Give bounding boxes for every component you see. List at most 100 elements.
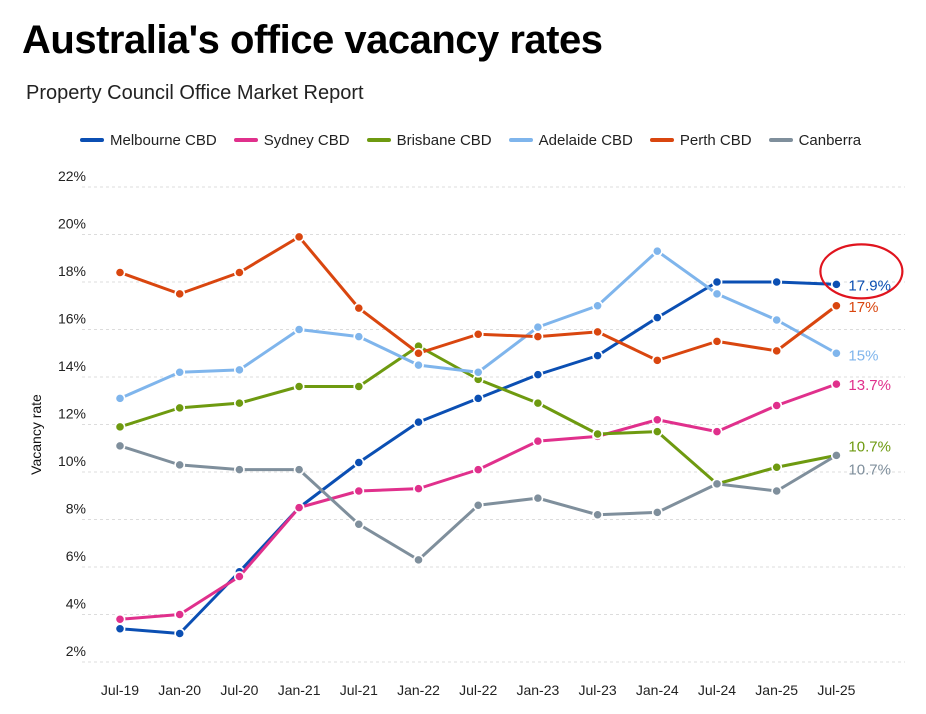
chart-title: Australia's office vacancy rates <box>22 18 603 62</box>
data-point <box>771 461 783 473</box>
legend-label: Sydney CBD <box>263 131 350 149</box>
data-point <box>831 300 842 312</box>
y-tick-label: 22% <box>58 168 86 184</box>
data-point <box>174 609 186 620</box>
data-point <box>831 278 842 290</box>
x-tick-label: Jul-23 <box>579 682 617 698</box>
end-value-label: 17% <box>848 299 878 316</box>
x-axis-ticks: Jul-19 Jan-20 Jul-20 Jan-21 Jul-21 Jan-22 Jul-… <box>101 682 856 698</box>
legend-swatch <box>649 138 674 142</box>
highlight-circle <box>819 243 904 300</box>
data-point <box>472 328 484 340</box>
x-tick-label: Jul-24 <box>698 682 736 698</box>
data-point <box>711 276 723 288</box>
data-point <box>651 426 663 438</box>
legend-swatch <box>366 138 391 142</box>
series-perth-cbd: 17% <box>114 231 878 366</box>
y-tick-label: 10% <box>58 453 86 469</box>
y-tick-label: 18% <box>58 263 86 279</box>
data-point <box>413 347 424 359</box>
y-axis-label: Vacancy rate <box>28 394 44 475</box>
y-tick-label: 2% <box>66 643 86 659</box>
data-point <box>174 366 186 378</box>
x-tick-label: Jul-25 <box>817 682 855 698</box>
data-point <box>831 449 842 461</box>
data-point <box>532 331 544 343</box>
x-tick-label: Jul-21 <box>340 682 378 698</box>
data-point <box>413 483 424 495</box>
data-point <box>831 347 842 359</box>
y-axis-ticks: 2% 4% 6% 8% 10% 12% 14% 16% 18% 20% 22% <box>58 168 86 659</box>
legend-swatch <box>233 138 258 142</box>
legend-label: Melbourne CBD <box>110 131 217 149</box>
data-point <box>293 324 305 335</box>
end-value-label: 13.7% <box>848 377 891 394</box>
series-canberra: 10.7% <box>114 440 891 566</box>
data-point <box>114 440 126 452</box>
data-point <box>592 509 603 521</box>
data-point <box>592 350 603 362</box>
data-point <box>353 457 365 468</box>
data-point <box>293 464 305 476</box>
data-point <box>353 381 365 392</box>
series-line <box>118 344 838 486</box>
x-tick-label: Jul-19 <box>101 682 139 698</box>
end-value-label: 15% <box>848 347 878 364</box>
end-value-label: 10.7% <box>848 438 891 455</box>
data-point <box>651 506 663 518</box>
data-point <box>413 554 424 566</box>
data-point <box>711 478 723 490</box>
y-tick-label: 6% <box>66 548 86 564</box>
data-point <box>353 485 365 497</box>
data-point <box>293 231 305 243</box>
legend-label: Canberra <box>798 131 862 149</box>
data-point <box>532 397 544 409</box>
y-tick-label: 4% <box>66 596 86 612</box>
data-point <box>472 392 484 404</box>
data-point <box>771 400 783 411</box>
data-point <box>532 369 544 381</box>
legend-item: Brisbane CBD <box>366 131 492 149</box>
data-point <box>174 402 186 414</box>
data-point <box>353 331 365 343</box>
gridlines <box>82 186 905 663</box>
series-adelaide-cbd: 15% <box>114 245 878 404</box>
data-point <box>114 267 126 278</box>
data-point <box>174 459 186 471</box>
x-tick-label: Jan-21 <box>278 682 321 698</box>
data-point <box>651 414 663 426</box>
data-point <box>353 518 365 530</box>
data-point <box>771 276 783 288</box>
legend-label: Perth CBD <box>679 131 752 149</box>
data-point <box>114 623 126 635</box>
data-point <box>592 428 603 440</box>
data-point <box>651 245 663 257</box>
data-point <box>651 312 663 324</box>
legend-swatch <box>80 138 104 142</box>
legend-item: Sydney CBD <box>233 131 350 149</box>
legend: Melbourne CBD Sydney CBD Brisbane CBD Adela… <box>80 130 878 150</box>
data-point <box>711 426 723 438</box>
data-point <box>233 571 245 582</box>
x-tick-label: Jan-22 <box>397 682 440 698</box>
data-point <box>233 267 245 278</box>
series-sydney-cbd: 13.7% <box>114 377 891 625</box>
data-point <box>293 502 305 514</box>
legend-label: Brisbane CBD <box>396 131 492 149</box>
data-point <box>532 435 544 447</box>
x-tick-label: Jan-24 <box>636 682 679 698</box>
y-tick-label: 8% <box>66 501 86 517</box>
y-tick-label: 20% <box>58 216 86 232</box>
legend-swatch <box>508 138 533 142</box>
x-tick-label: Jul-22 <box>459 682 497 698</box>
legend-label: Adelaide CBD <box>538 131 633 149</box>
data-point <box>711 288 723 300</box>
y-tick-label: 12% <box>58 406 86 422</box>
data-point <box>174 628 186 639</box>
y-tick-label: 14% <box>58 358 86 374</box>
data-point <box>472 464 484 476</box>
data-point <box>771 345 783 357</box>
data-point <box>472 499 484 511</box>
data-point <box>592 300 603 312</box>
